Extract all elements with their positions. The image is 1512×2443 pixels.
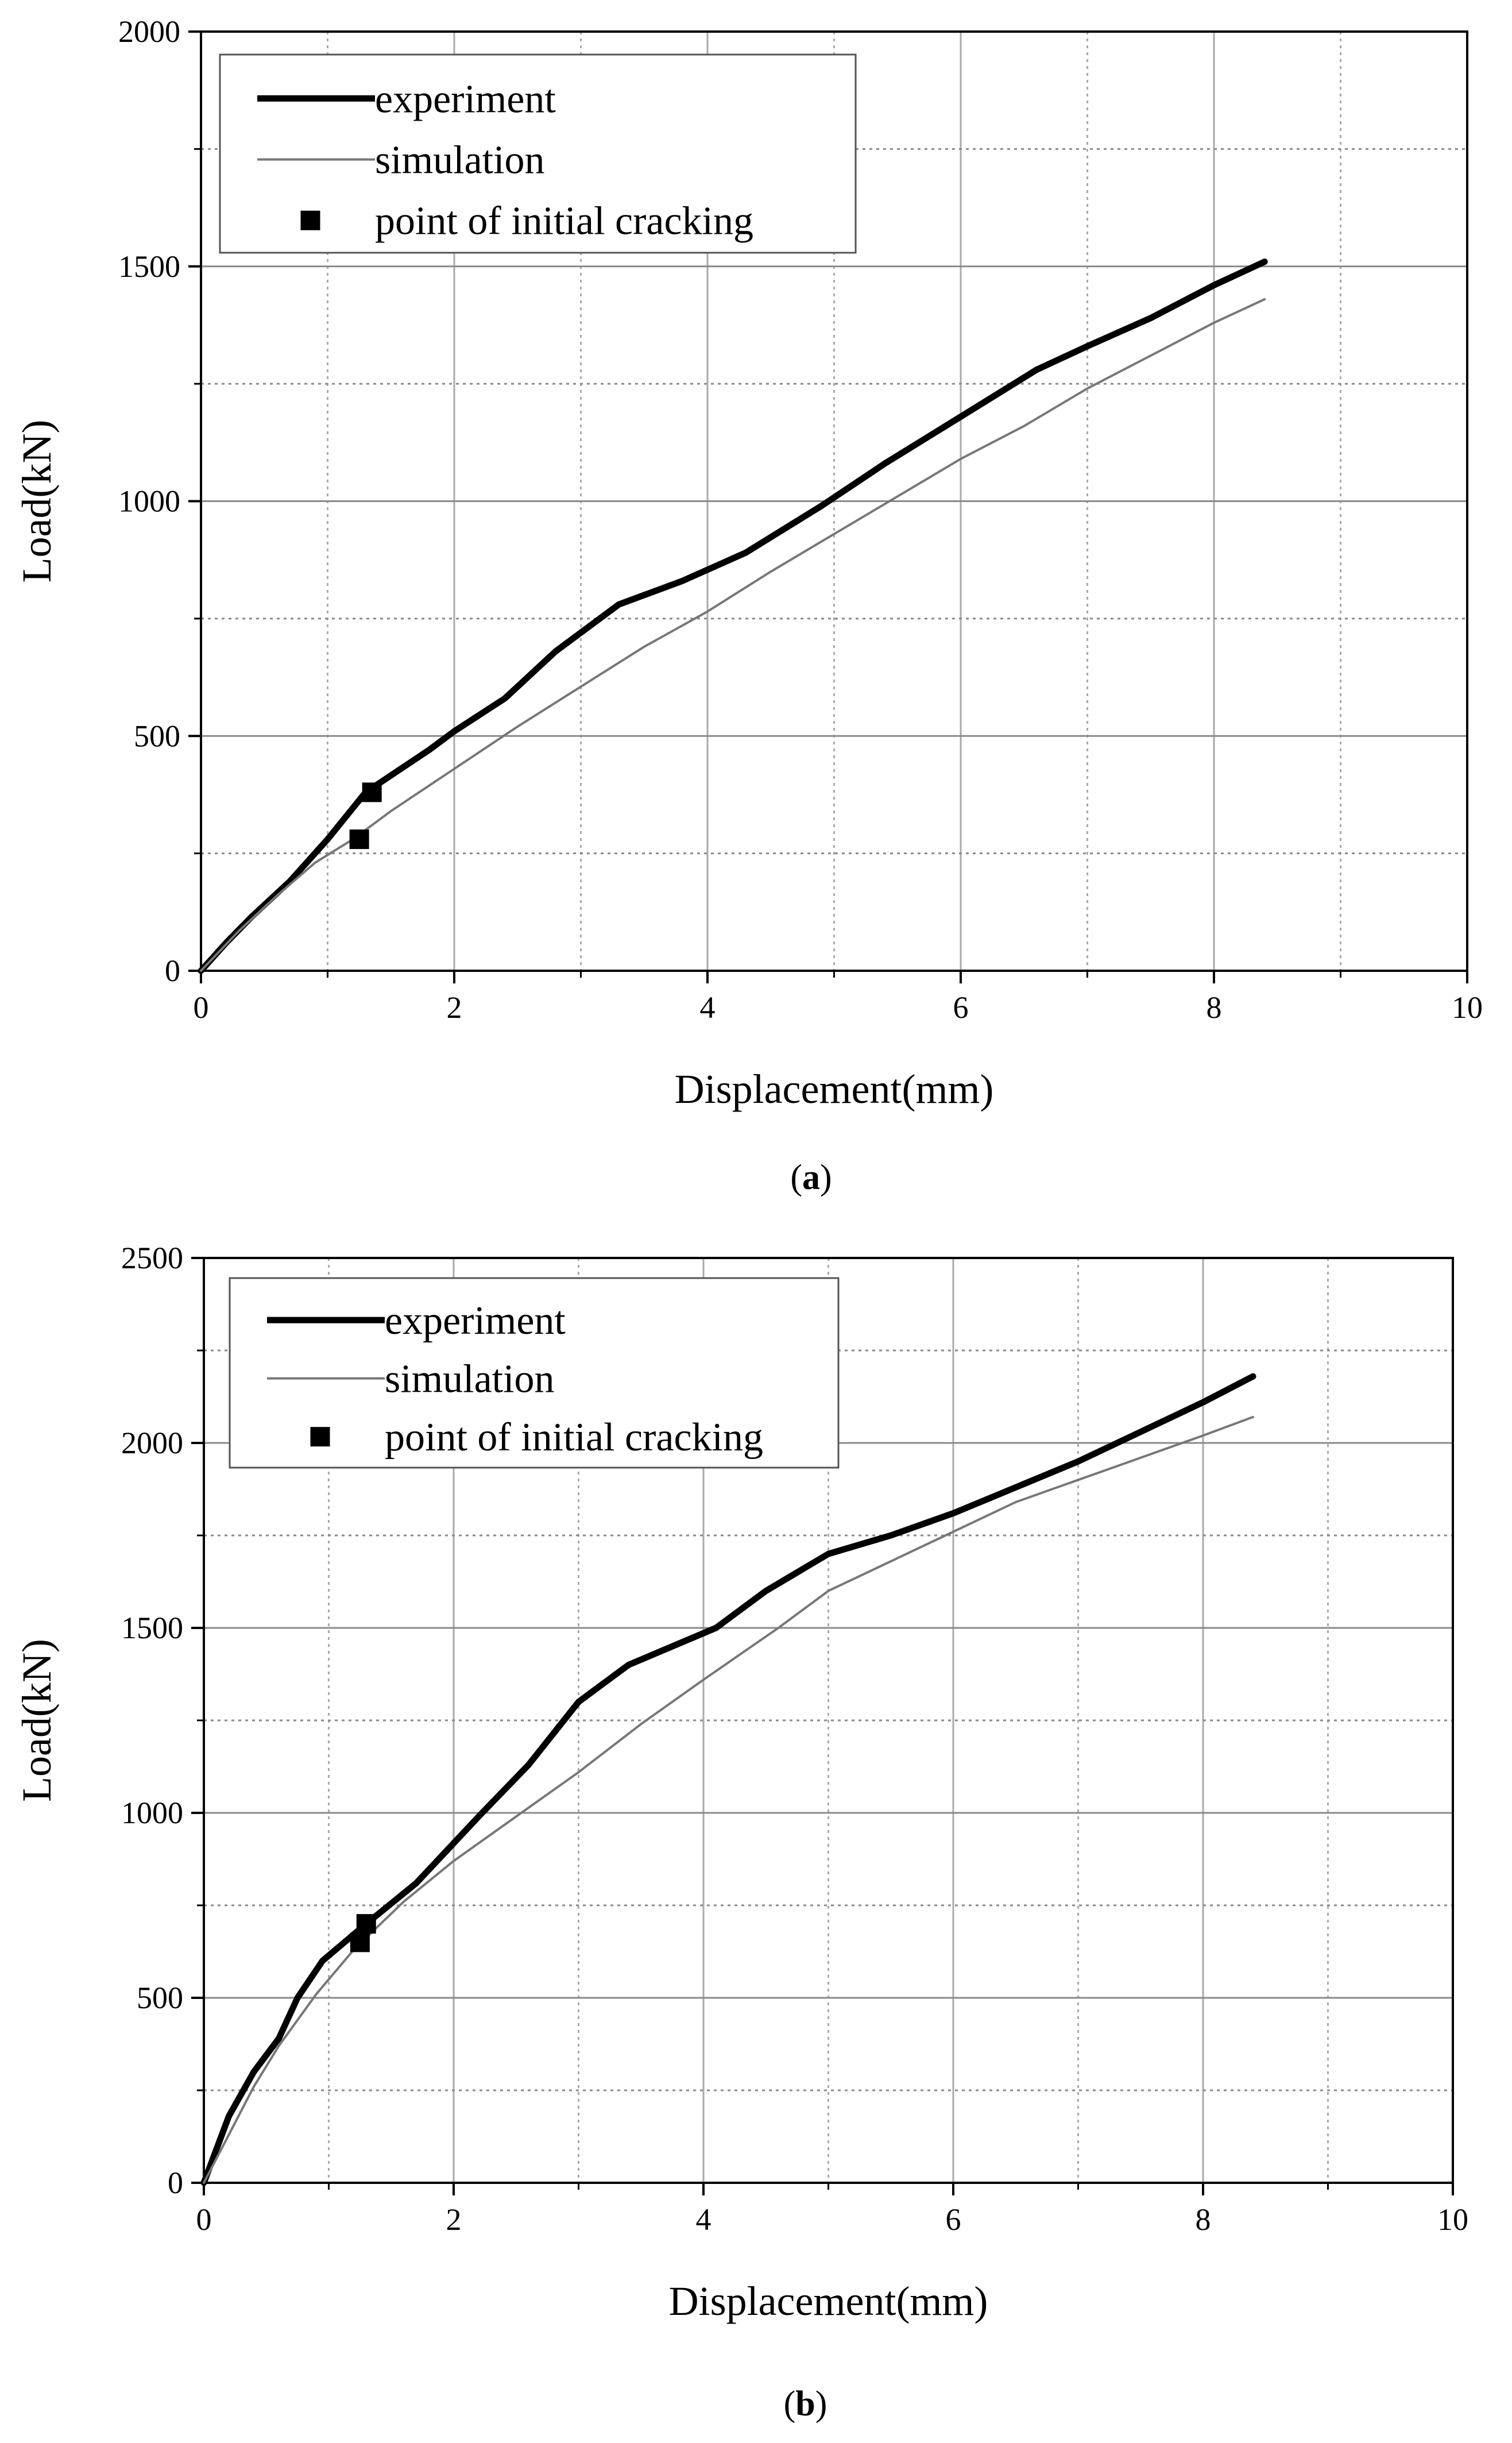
y-tick-label: 500: [134, 719, 180, 753]
series-line-experiment: [198, 258, 1268, 974]
y-tick-label: 1000: [121, 1796, 183, 1830]
x-tick-label: 6: [946, 2202, 961, 2237]
legend: experiment simulation point of initial cra…: [229, 1277, 840, 1469]
x-tick-label: 0: [196, 2202, 212, 2237]
series-line-simulation: [203, 1415, 1254, 2184]
panel-label: (a): [790, 1158, 832, 1197]
legend: experiment simulation point of initial cra…: [219, 53, 857, 254]
y-tick-label: 500: [137, 1981, 183, 2015]
series-line-simulation: [200, 298, 1266, 972]
y-tick-label: 2000: [118, 14, 180, 49]
x-tick-label: 4: [696, 2202, 711, 2237]
legend-box: [229, 1277, 840, 1469]
series-line-experiment: [200, 1373, 1256, 2186]
legend-label: experiment: [385, 1299, 566, 1343]
x-tick-label: 8: [1206, 990, 1222, 1025]
legend-swatch-cracking-point: [300, 210, 320, 230]
x-tick-label: 10: [1452, 990, 1483, 1025]
y-tick-label: 1500: [121, 1611, 183, 1645]
legend-label: simulation: [385, 1357, 555, 1402]
cracking-point-marker: [362, 782, 382, 802]
x-tick-label: 10: [1437, 2202, 1468, 2237]
legend-label: point of initial cracking: [385, 1415, 763, 1460]
y-tick-label: 2000: [121, 1426, 183, 1460]
chart-panel-b: 0 2 4 6 8 10 0 500 1000 1500 2000 2500 Displacement(…: [14, 1241, 1468, 2423]
cracking-point-marker: [356, 1914, 376, 1934]
x-axis-label: Displacement(mm): [675, 1066, 994, 1112]
x-axis-label: Displacement(mm): [669, 2278, 988, 2324]
y-tick-label: 2500: [121, 1241, 183, 1275]
cracking-point-marker: [350, 1932, 370, 1952]
y-tick-label: 0: [168, 2166, 183, 2200]
chart-panel-a: 0 2 4 6 8 10 0 500 1000 1500 2000 Displacement(mm) L…: [14, 14, 1483, 1197]
legend-swatch-cracking-point: [310, 1427, 330, 1447]
x-tick-label: 2: [447, 990, 462, 1025]
x-tick-label: 6: [953, 990, 969, 1025]
cracking-point-marker: [349, 829, 369, 850]
x-tick-label: 8: [1196, 2202, 1211, 2237]
legend-box: [219, 53, 857, 254]
x-tick-label: 0: [194, 990, 209, 1025]
y-axis-label: Load(kN): [14, 1639, 60, 1802]
legend-label: point of initial cracking: [375, 199, 753, 244]
panel-label: (b): [784, 2384, 827, 2423]
x-tick-label: 2: [446, 2202, 462, 2237]
y-axis-label: Load(kN): [14, 420, 60, 583]
legend-label: simulation: [375, 138, 545, 183]
y-tick-label: 1000: [118, 484, 180, 519]
x-tick-label: 4: [700, 990, 716, 1025]
y-tick-label: 1500: [118, 249, 180, 284]
y-tick-label: 0: [165, 954, 180, 988]
legend-label: experiment: [375, 77, 556, 121]
